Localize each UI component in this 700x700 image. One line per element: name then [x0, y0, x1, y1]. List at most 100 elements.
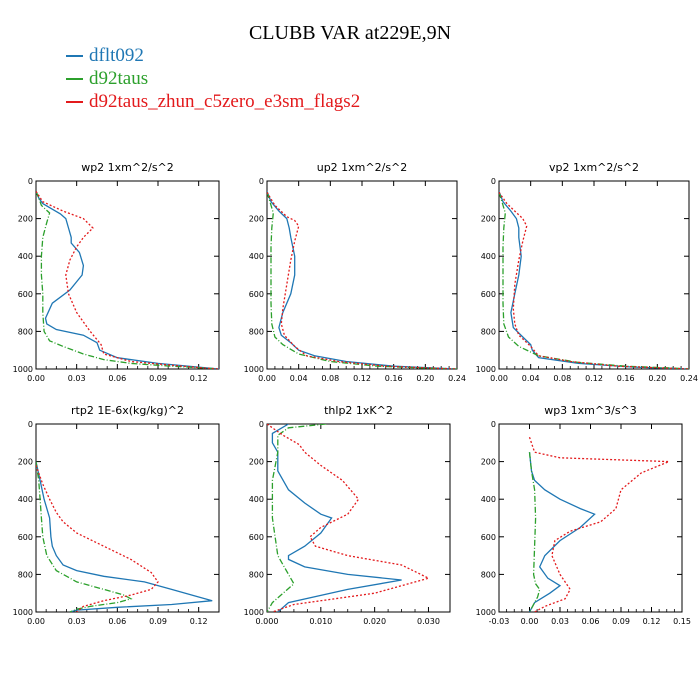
panel-frame — [266, 423, 451, 613]
panel-title: wp3 1xm^3/s^3 — [544, 404, 637, 417]
y-tick-label: 1000 — [476, 365, 496, 374]
y-tick-label: 0 — [28, 177, 33, 186]
series-line-d92taus_zhun_c5zero_e3sm_flags2 — [267, 191, 457, 369]
y-tick-label: 1000 — [13, 608, 33, 617]
x-tick-label: 0.00 — [27, 617, 45, 626]
x-tick-label: 0.00 — [490, 374, 508, 383]
y-tick-label: 400 — [249, 495, 264, 504]
panel-3: rtp2 1E-6x(kg/kg)^2 0 200 400 600 800 10000.00… — [13, 404, 220, 626]
series-line-d92taus — [528, 452, 541, 612]
x-tick-label: 0.06 — [582, 617, 600, 626]
legend-swatch-d92taus-zhun — [66, 100, 83, 103]
x-tick-label: 0.09 — [612, 617, 630, 626]
series-line-dflt092 — [267, 191, 457, 369]
y-tick-label: 800 — [18, 570, 33, 579]
x-tick-label: 0.09 — [149, 617, 167, 626]
y-tick-label: 600 — [18, 533, 33, 542]
y-tick-label: 600 — [249, 533, 264, 542]
x-tick-label: 0.09 — [149, 374, 167, 383]
legend-item-dflt092: dflt092 — [66, 44, 360, 67]
x-tick-label: 0.000 — [256, 617, 279, 626]
x-tick-label: 0.03 — [68, 374, 86, 383]
legend-item-d92taus: d92taus — [66, 67, 360, 90]
x-tick-label: 0.12 — [353, 374, 371, 383]
legend-swatch-d92taus — [66, 77, 83, 80]
y-tick-label: 0 — [491, 420, 496, 429]
series-line-dflt092 — [36, 461, 213, 612]
y-tick-label: 0 — [259, 420, 264, 429]
y-tick-label: 800 — [481, 327, 496, 336]
y-tick-label: 400 — [18, 495, 33, 504]
series-line-d92taus — [267, 192, 457, 369]
x-tick-label: 0.16 — [385, 374, 403, 383]
legend: dflt092 d92taus d92taus_zhun_c5zero_e3sm… — [66, 44, 360, 113]
series-line-d92taus_zhun_c5zero_e3sm_flags2 — [267, 424, 431, 612]
panel-title: rtp2 1E-6x(kg/kg)^2 — [71, 404, 184, 417]
series-line-d92taus — [36, 461, 133, 612]
x-tick-label: -0.03 — [489, 617, 510, 626]
x-tick-label: 0.010 — [309, 617, 332, 626]
y-tick-label: 800 — [249, 570, 264, 579]
figure-title: CLUBB VAR at229E,9N — [248, 22, 452, 44]
panel-frame — [35, 423, 220, 613]
x-tick-label: 0.00 — [521, 617, 539, 626]
y-tick-label: 0 — [28, 420, 33, 429]
panel-title: wp2 1xm^2/s^2 — [81, 161, 174, 174]
x-tick-label: 0.24 — [680, 374, 698, 383]
x-tick-label: 0.12 — [643, 617, 661, 626]
x-tick-label: 0.08 — [553, 374, 571, 383]
y-tick-label: 200 — [18, 458, 33, 467]
y-tick-label: 200 — [18, 215, 33, 224]
x-tick-label: 0.20 — [648, 374, 666, 383]
y-tick-label: 0 — [259, 177, 264, 186]
x-tick-label: 0.15 — [673, 617, 691, 626]
y-tick-label: 800 — [481, 570, 496, 579]
x-tick-label: 0.00 — [258, 374, 276, 383]
y-tick-label: 200 — [481, 215, 496, 224]
x-tick-label: 0.08 — [321, 374, 339, 383]
series-line-d92taus — [36, 191, 219, 369]
series-line-dflt092 — [499, 191, 689, 369]
x-tick-label: 0.00 — [27, 374, 45, 383]
legend-swatch-dflt092 — [66, 54, 83, 57]
series-line-dflt092 — [271, 424, 402, 612]
legend-label-d92taus: d92taus — [89, 67, 149, 89]
y-tick-label: 200 — [249, 458, 264, 467]
legend-item-d92taus-zhun: d92taus_zhun_c5zero_e3sm_flags2 — [66, 90, 360, 113]
x-tick-label: 0.16 — [617, 374, 635, 383]
y-tick-label: 800 — [249, 327, 264, 336]
panel-frame — [35, 180, 220, 370]
y-tick-label: 600 — [481, 533, 496, 542]
x-tick-label: 0.12 — [190, 617, 208, 626]
series-line-d92taus_zhun_c5zero_e3sm_flags2 — [36, 190, 219, 369]
y-tick-label: 0 — [491, 177, 496, 186]
y-tick-label: 800 — [18, 327, 33, 336]
y-tick-label: 1000 — [476, 608, 496, 617]
panel-title: thlp2 1xK^2 — [324, 404, 393, 417]
y-tick-label: 600 — [249, 290, 264, 299]
x-tick-label: 0.04 — [522, 374, 540, 383]
x-tick-label: 0.12 — [190, 374, 208, 383]
x-tick-label: 0.06 — [108, 374, 126, 383]
series-line-d92taus_zhun_c5zero_e3sm_flags2 — [36, 465, 159, 612]
x-tick-label: 0.020 — [363, 617, 386, 626]
series-line-d92taus_zhun_c5zero_e3sm_flags2 — [499, 191, 689, 369]
y-tick-label: 200 — [481, 458, 496, 467]
series-line-dflt092 — [528, 452, 596, 612]
y-tick-label: 1000 — [244, 608, 264, 617]
y-tick-label: 400 — [481, 252, 496, 261]
x-tick-label: 0.030 — [417, 617, 440, 626]
y-tick-label: 400 — [481, 495, 496, 504]
y-tick-label: 400 — [18, 252, 33, 261]
panel-frame — [266, 180, 458, 370]
series-line-d92taus — [499, 192, 689, 369]
series-line-d92taus_zhun_c5zero_e3sm_flags2 — [528, 436, 670, 612]
panel-title: vp2 1xm^2/s^2 — [549, 161, 639, 174]
y-tick-label: 600 — [481, 290, 496, 299]
y-tick-label: 1000 — [244, 365, 264, 374]
x-tick-label: 0.04 — [290, 374, 308, 383]
